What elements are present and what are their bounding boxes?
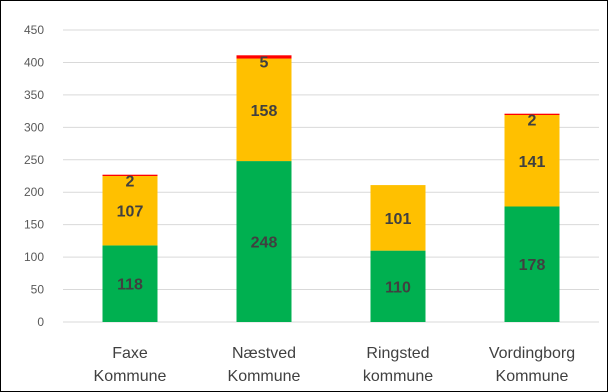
y-tick-label: 200 (24, 185, 44, 199)
data-label: 141 (519, 154, 546, 171)
data-label: 2 (528, 113, 537, 130)
data-label: 248 (251, 235, 278, 252)
bar-segment (504, 115, 560, 207)
data-label: 118 (117, 277, 143, 294)
y-tick-label: 0 (37, 315, 44, 329)
bar-segment (236, 55, 292, 59)
x-category-label: Næstved (232, 345, 296, 362)
data-label: 178 (519, 257, 546, 274)
y-tick-label: 350 (24, 88, 44, 102)
x-category-label: kommune (363, 368, 433, 385)
bar-segment (370, 185, 426, 251)
y-tick-label: 400 (24, 55, 44, 69)
data-label: 107 (117, 204, 144, 221)
x-category-label: Vordingborg (489, 345, 575, 362)
bar-segment (102, 174, 158, 176)
data-label: 2 (126, 174, 135, 191)
data-label: 158 (251, 103, 278, 120)
y-tick-label: 50 (31, 283, 45, 297)
y-tick-label: 300 (24, 120, 44, 134)
x-category-label: Kommune (228, 368, 301, 385)
bar-segment (370, 250, 426, 322)
data-label: 110 (385, 279, 411, 296)
bar-segment (504, 113, 560, 116)
y-tick-label: 450 (24, 23, 44, 37)
y-tick-label: 250 (24, 153, 44, 167)
bar-segment (504, 206, 560, 322)
data-label: 101 (385, 211, 412, 228)
x-category-label: Ringsted (366, 345, 429, 362)
x-category-label: Kommune (496, 368, 569, 385)
x-category-label: Faxe (112, 345, 148, 362)
y-tick-label: 150 (24, 218, 44, 232)
bar-segment (102, 176, 158, 246)
y-tick-label: 100 (24, 250, 44, 264)
bar-segment (102, 245, 158, 322)
bar-segment (236, 161, 292, 322)
bar-segment (236, 58, 292, 162)
x-category-label: Kommune (94, 368, 167, 385)
data-label: 5 (260, 54, 269, 71)
